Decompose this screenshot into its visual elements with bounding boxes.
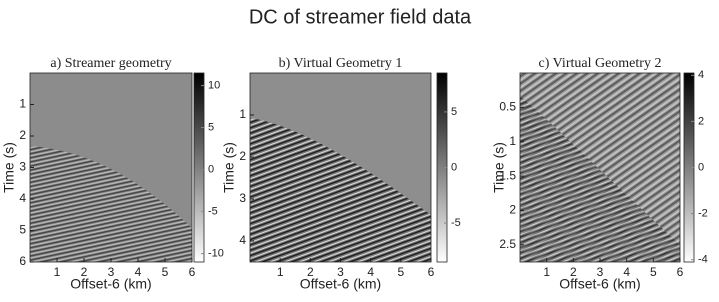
y-tick-label: 6 xyxy=(19,254,26,268)
colorbar-tick-label: 0 xyxy=(698,161,704,173)
y-axis-label: Time (s) xyxy=(1,142,17,193)
panel-title: b) Virtual Geometry 1 xyxy=(279,56,403,71)
colorbar-tick-label: -5 xyxy=(451,217,461,229)
x-tick-label: 2 xyxy=(81,265,88,279)
image-events xyxy=(30,146,192,262)
colorbar-tick-label: -5 xyxy=(208,206,218,218)
colorbar-tick-label: -10 xyxy=(208,248,224,260)
colorbar-tick-label: 4 xyxy=(698,69,704,81)
x-tick-label: 4 xyxy=(135,265,142,279)
y-axis-label: Time (s) xyxy=(491,142,507,193)
x-tick-label: 6 xyxy=(189,265,196,279)
x-tick-label: 4 xyxy=(367,265,374,279)
x-tick-label: 2 xyxy=(307,265,314,279)
colorbar-tick-label: -4 xyxy=(698,254,708,266)
y-tick-label: 2 xyxy=(239,149,246,163)
x-tick-label: 3 xyxy=(337,265,344,279)
x-tick-label: 6 xyxy=(677,265,684,279)
y-tick-label: 4 xyxy=(19,191,26,205)
y-tick-label: 4 xyxy=(239,233,246,247)
colorbar xyxy=(193,72,205,263)
y-tick-label: 2 xyxy=(509,203,516,217)
image xyxy=(250,73,431,262)
y-tick-label: 5 xyxy=(19,223,26,237)
x-tick-label: 6 xyxy=(428,265,435,279)
y-tick-label: 1 xyxy=(509,134,516,148)
y-tick-label: 0.5 xyxy=(499,100,516,114)
panel-title: a) Streamer geometry xyxy=(50,56,171,71)
colorbar-tick-label: 0 xyxy=(451,161,457,173)
panel-title: c) Virtual Geometry 2 xyxy=(539,56,662,71)
x-tick-label: 3 xyxy=(108,265,115,279)
x-axis-label: Offset-6 (km) xyxy=(559,276,640,292)
colorbar-tick-label: 5 xyxy=(208,122,214,134)
x-tick-label: 2 xyxy=(570,265,577,279)
x-axis-label: Offset-6 (km) xyxy=(300,276,381,292)
colorbar-tick-label: 2 xyxy=(698,115,704,127)
y-tick-label: 3 xyxy=(19,160,26,174)
y-tick-label: 1 xyxy=(19,97,26,111)
y-tick-label: 1 xyxy=(239,107,246,121)
colorbar-tick-label: -2 xyxy=(698,208,708,220)
colorbar-tick-label: 0 xyxy=(208,164,214,176)
x-tick-label: 5 xyxy=(650,265,657,279)
x-tick-label: 1 xyxy=(543,265,550,279)
x-tick-label: 1 xyxy=(54,265,61,279)
x-tick-label: 3 xyxy=(597,265,604,279)
colorbar-tick-label: 10 xyxy=(208,80,220,92)
x-tick-label: 5 xyxy=(397,265,404,279)
y-tick-label: 2.5 xyxy=(499,237,516,251)
x-tick-label: 1 xyxy=(277,265,284,279)
x-tick-label: 4 xyxy=(623,265,630,279)
y-tick-label: 2 xyxy=(19,128,26,142)
x-tick-label: 5 xyxy=(162,265,169,279)
y-tick-label: 1.5 xyxy=(499,168,516,182)
image xyxy=(30,73,192,262)
image-events xyxy=(250,118,431,262)
y-axis-label: Time (s) xyxy=(221,142,237,193)
image-events xyxy=(520,96,680,262)
figure-title: DC of streamer field data xyxy=(249,6,472,28)
colorbar-tick-label: 5 xyxy=(451,106,457,118)
y-tick-label: 3 xyxy=(239,191,246,205)
image xyxy=(520,73,680,262)
x-axis-label: Offset-6 (km) xyxy=(70,276,151,292)
